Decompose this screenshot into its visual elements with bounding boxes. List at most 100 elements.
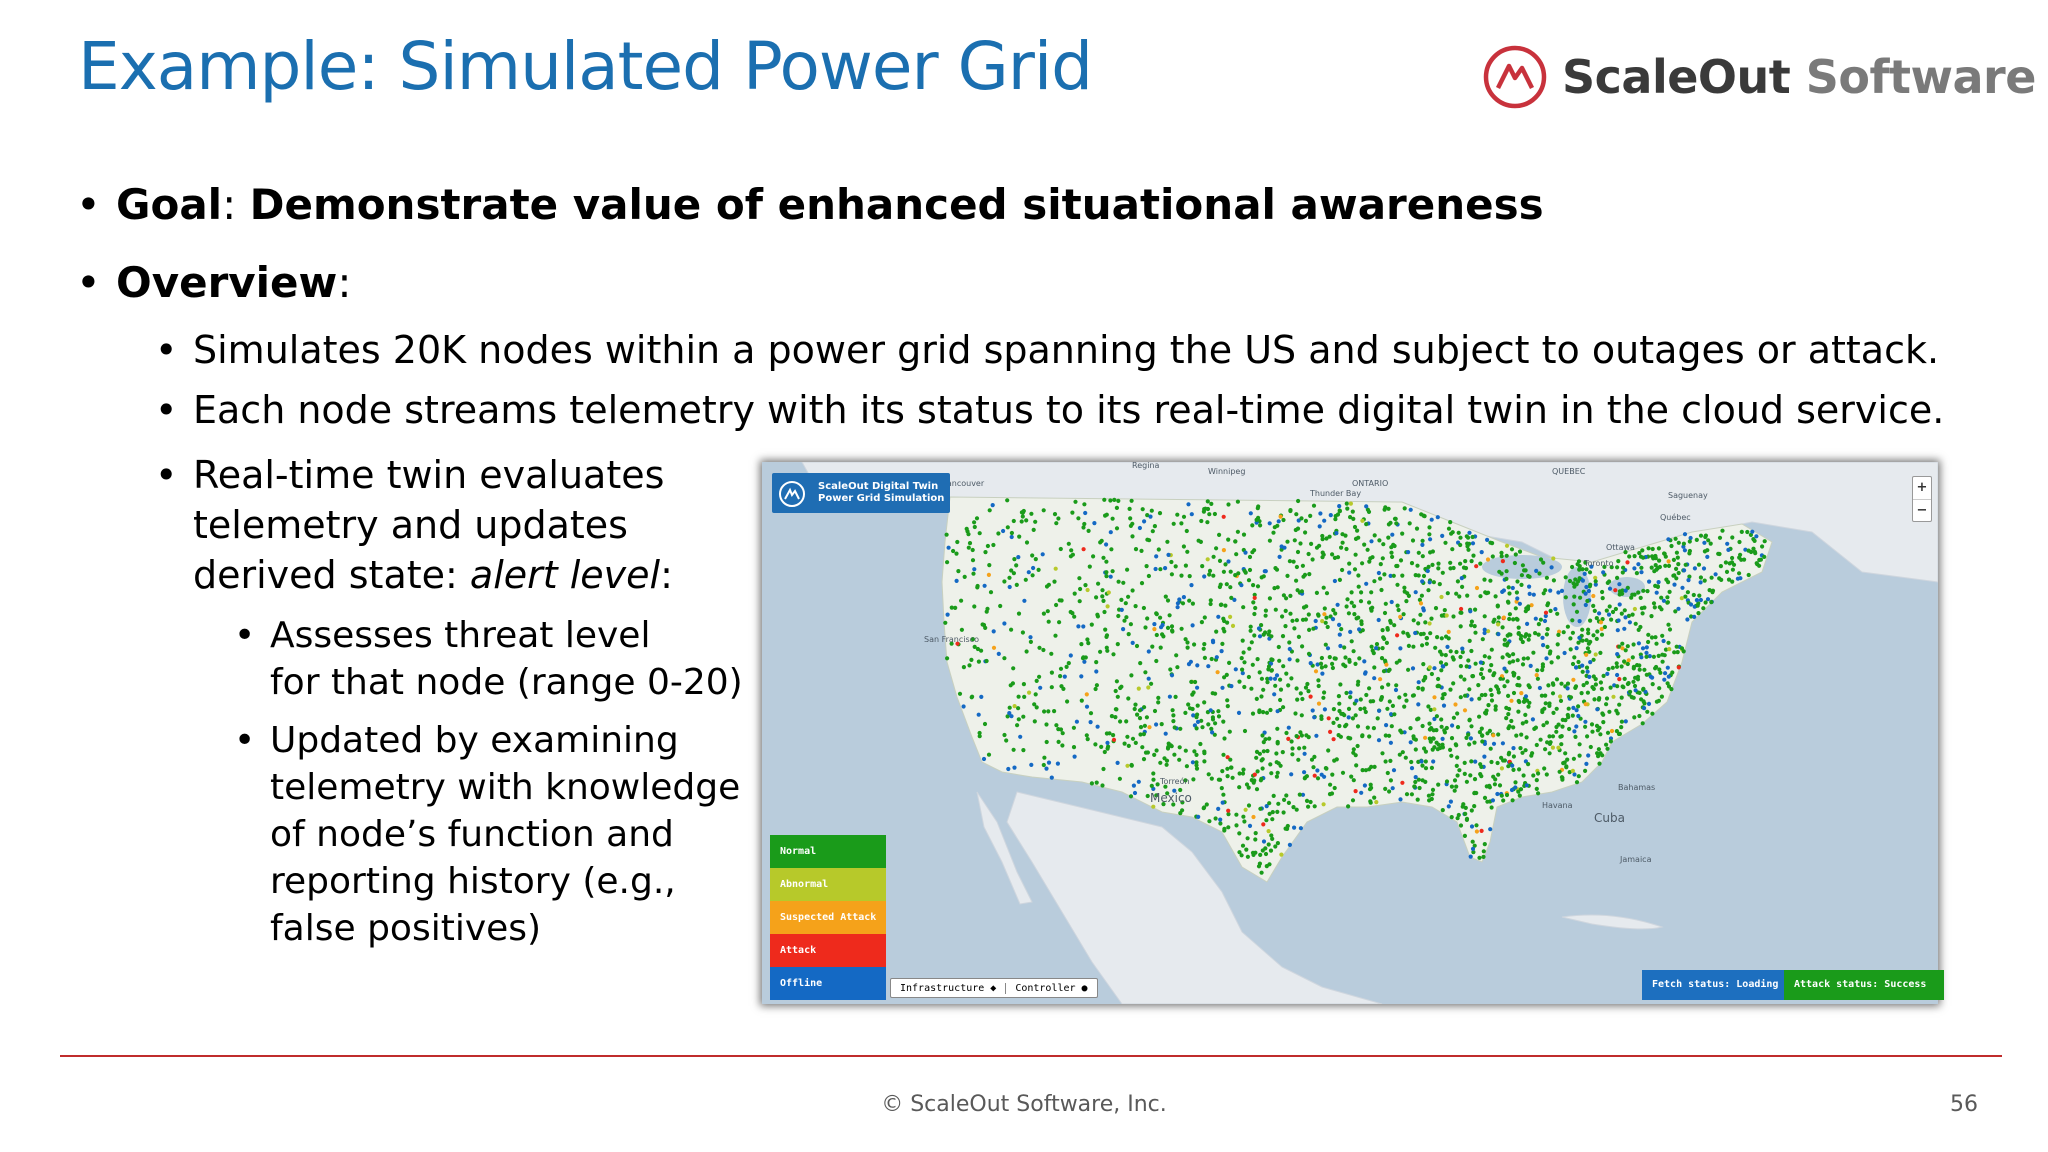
grid-node-marker[interactable]	[1118, 719, 1123, 724]
grid-node-marker[interactable]	[1360, 561, 1365, 566]
grid-node-marker[interactable]	[1114, 679, 1119, 684]
grid-node-marker[interactable]	[1224, 672, 1229, 677]
grid-node-marker[interactable]	[1551, 556, 1556, 561]
grid-node-marker[interactable]	[1416, 621, 1421, 626]
grid-node-marker[interactable]	[1194, 760, 1199, 765]
grid-node-marker[interactable]	[1405, 631, 1410, 636]
grid-node-marker[interactable]	[1610, 609, 1616, 615]
grid-node-marker[interactable]	[1418, 612, 1423, 617]
grid-node-marker[interactable]	[1554, 677, 1560, 682]
grid-node-marker[interactable]	[1519, 691, 1524, 696]
grid-node-marker[interactable]	[1634, 571, 1639, 576]
grid-node-marker[interactable]	[1462, 708, 1468, 713]
grid-node-marker[interactable]	[1354, 763, 1359, 768]
grid-node-marker[interactable]	[1724, 569, 1730, 574]
grid-node-marker[interactable]	[972, 567, 977, 572]
grid-node-marker[interactable]	[1275, 709, 1280, 714]
grid-node-marker[interactable]	[1604, 608, 1609, 613]
grid-node-marker[interactable]	[1259, 623, 1264, 628]
grid-node-marker[interactable]	[1701, 566, 1707, 571]
grid-node-marker[interactable]	[1413, 590, 1418, 595]
grid-node-marker[interactable]	[1263, 846, 1268, 851]
grid-node-marker[interactable]	[1020, 514, 1025, 519]
grid-node-marker[interactable]	[1640, 548, 1645, 553]
grid-node-marker[interactable]	[1504, 553, 1509, 558]
grid-node-marker[interactable]	[1028, 635, 1033, 640]
grid-node-marker[interactable]	[1446, 526, 1452, 531]
grid-node-marker[interactable]	[1391, 573, 1396, 578]
grid-node-marker[interactable]	[962, 574, 967, 579]
grid-node-marker[interactable]	[1649, 635, 1655, 640]
grid-node-marker[interactable]	[1617, 644, 1622, 649]
grid-node-marker[interactable]	[1187, 598, 1192, 603]
grid-node-marker[interactable]	[1405, 591, 1410, 596]
grid-node-marker[interactable]	[1679, 646, 1685, 651]
grid-node-marker[interactable]	[1011, 518, 1016, 524]
grid-node-marker[interactable]	[1313, 669, 1319, 674]
grid-node-marker[interactable]	[1565, 757, 1570, 762]
grid-node-marker[interactable]	[1045, 609, 1050, 614]
grid-node-marker[interactable]	[1416, 680, 1421, 685]
grid-node-marker[interactable]	[1536, 791, 1541, 796]
grid-node-marker[interactable]	[1369, 590, 1374, 595]
grid-node-marker[interactable]	[1524, 606, 1529, 611]
grid-node-marker[interactable]	[1582, 571, 1587, 576]
grid-node-marker[interactable]	[1544, 656, 1549, 661]
grid-node-marker[interactable]	[1398, 614, 1403, 619]
grid-node-marker[interactable]	[1146, 573, 1151, 579]
grid-node-marker[interactable]	[1220, 769, 1225, 774]
grid-node-marker[interactable]	[1454, 763, 1459, 768]
grid-node-marker[interactable]	[1410, 693, 1416, 698]
grid-node-marker[interactable]	[976, 659, 981, 664]
grid-node-marker[interactable]	[1094, 683, 1099, 688]
grid-node-marker[interactable]	[1632, 592, 1637, 597]
grid-node-marker[interactable]	[1539, 693, 1544, 698]
grid-node-marker[interactable]	[1247, 823, 1253, 828]
grid-node-marker[interactable]	[1420, 763, 1425, 768]
grid-node-marker[interactable]	[1516, 698, 1521, 704]
grid-node-marker[interactable]	[1565, 681, 1571, 686]
grid-node-marker[interactable]	[1426, 564, 1431, 569]
grid-node-marker[interactable]	[1068, 653, 1073, 658]
grid-node-marker[interactable]	[1294, 564, 1299, 570]
grid-node-marker[interactable]	[1117, 776, 1122, 781]
grid-node-marker[interactable]	[1114, 526, 1120, 531]
grid-node-marker[interactable]	[1502, 666, 1507, 671]
grid-node-marker[interactable]	[1292, 626, 1297, 631]
grid-node-marker[interactable]	[977, 531, 982, 536]
grid-node-marker[interactable]	[1464, 779, 1469, 784]
grid-node-marker[interactable]	[1577, 576, 1582, 581]
grid-node-marker[interactable]	[1337, 508, 1342, 513]
grid-node-marker[interactable]	[1623, 719, 1628, 724]
grid-node-marker[interactable]	[1390, 703, 1395, 708]
grid-node-marker[interactable]	[1628, 689, 1633, 694]
grid-node-marker[interactable]	[1285, 573, 1290, 578]
grid-node-marker[interactable]	[1233, 667, 1238, 672]
grid-node-marker[interactable]	[1585, 598, 1590, 604]
grid-node-marker[interactable]	[1705, 597, 1711, 602]
grid-node-marker[interactable]	[1617, 602, 1622, 607]
grid-node-marker[interactable]	[1451, 614, 1456, 619]
grid-node-marker[interactable]	[1586, 627, 1591, 632]
grid-node-marker[interactable]	[1255, 584, 1261, 589]
zoom-in-button[interactable]: +	[1916, 480, 1928, 495]
grid-node-marker[interactable]	[1402, 704, 1407, 709]
grid-node-marker[interactable]	[1380, 628, 1385, 633]
grid-node-marker[interactable]	[1579, 691, 1584, 696]
grid-node-marker[interactable]	[1380, 751, 1385, 756]
grid-node-marker[interactable]	[1388, 758, 1393, 763]
grid-node-marker[interactable]	[1151, 777, 1156, 782]
grid-node-marker[interactable]	[1389, 712, 1394, 717]
grid-node-marker[interactable]	[1002, 579, 1007, 584]
grid-node-marker[interactable]	[1541, 560, 1546, 565]
grid-node-marker[interactable]	[1570, 630, 1575, 635]
grid-node-marker[interactable]	[1682, 532, 1688, 537]
grid-node-marker[interactable]	[1416, 759, 1421, 764]
grid-node-marker[interactable]	[1257, 751, 1262, 756]
grid-node-marker[interactable]	[1338, 682, 1343, 687]
grid-node-marker[interactable]	[1133, 740, 1138, 745]
grid-node-marker[interactable]	[1620, 588, 1625, 593]
grid-node-marker[interactable]	[1077, 599, 1082, 604]
grid-node-marker[interactable]	[1312, 754, 1317, 759]
grid-node-marker[interactable]	[1012, 765, 1017, 770]
